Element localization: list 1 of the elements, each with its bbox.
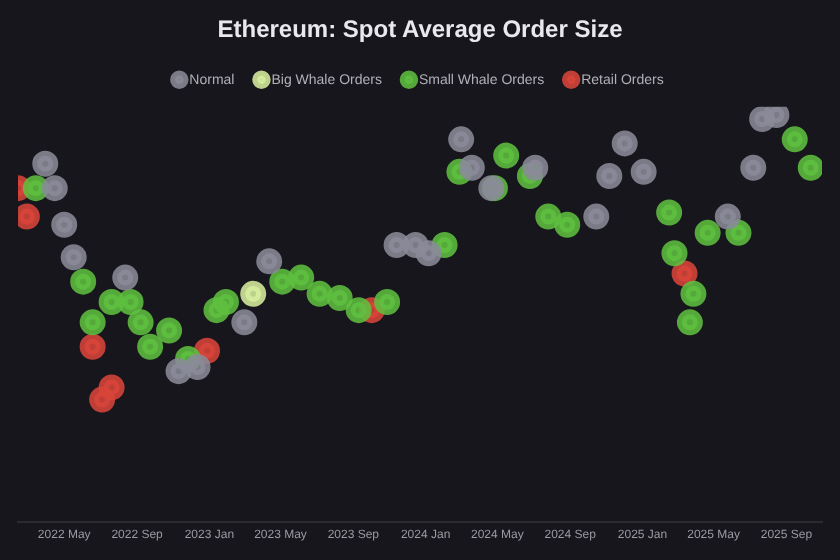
chart-title: Ethereum: Spot Average Order Size <box>217 15 624 44</box>
